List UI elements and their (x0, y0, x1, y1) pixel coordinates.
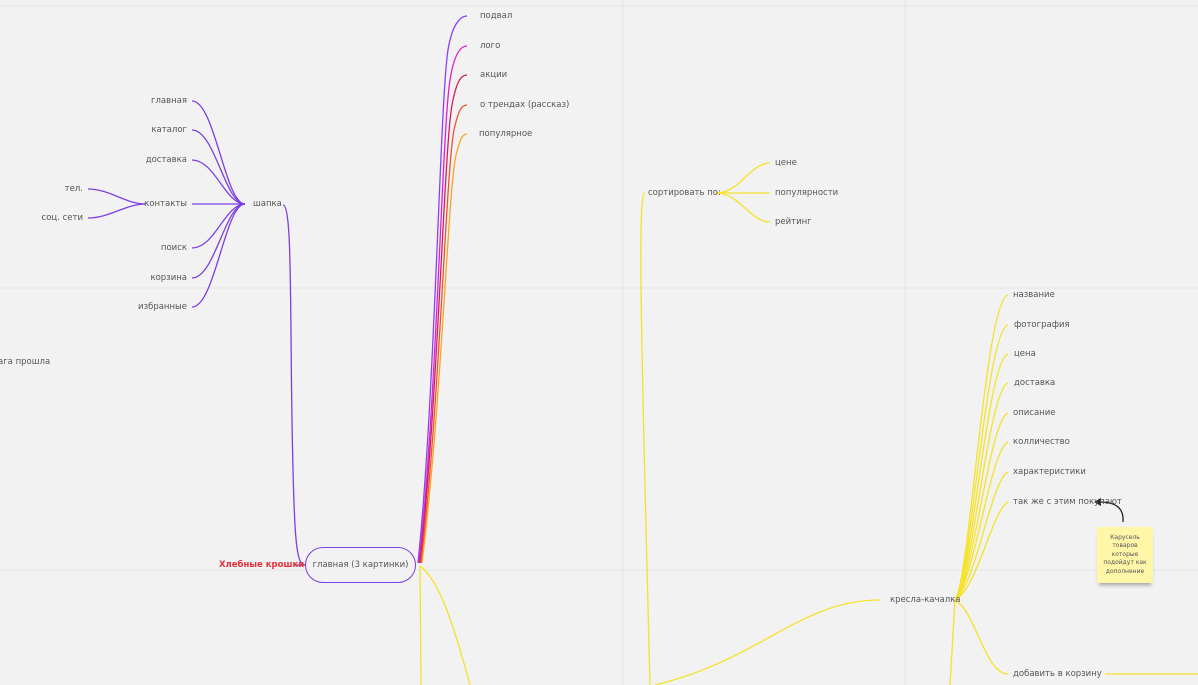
node-product-field[interactable]: так же с этим покупают (1013, 497, 1123, 507)
root-node[interactable]: главная (3 картинки) (305, 547, 416, 583)
node-top-branch[interactable]: подвал (480, 11, 513, 21)
node-sort-option[interactable]: популярности (775, 188, 839, 198)
top-branch-connectors (417, 15, 468, 564)
arrow-connector (1099, 501, 1124, 523)
node-sort-option[interactable]: рейтинг (775, 217, 812, 227)
node-top-branch[interactable]: популярное (479, 129, 533, 139)
root-node-label: главная (3 картинки) (312, 560, 409, 570)
node-contact[interactable]: тел. (64, 184, 83, 194)
node-header-item[interactable]: поиск (160, 243, 187, 253)
node-product-field[interactable]: фотография (1014, 320, 1070, 330)
node-header-item[interactable]: каталог (151, 125, 187, 135)
node-product-field[interactable]: колличество (1013, 437, 1070, 447)
node-top-branch[interactable]: о трендах (рассказ) (480, 100, 570, 110)
sticky-note[interactable]: Карусель товаров которые подойдут как до… (1097, 527, 1153, 583)
node-header-item[interactable]: корзина (150, 273, 187, 283)
breadcrumb-label[interactable]: Хлебные крошки (219, 560, 305, 570)
node-header[interactable]: шапка (253, 199, 282, 209)
sticky-note-text: Карусель товаров которые подойдут как до… (1103, 533, 1147, 575)
node-header-item[interactable]: доставка (145, 155, 187, 165)
node-top-branch[interactable]: акции (480, 70, 508, 80)
node-product-field[interactable]: характеристики (1013, 467, 1086, 477)
node-sort-option[interactable]: цене (775, 158, 797, 168)
node-header-item[interactable]: избранные (138, 302, 187, 312)
node-product-field[interactable]: название (1013, 290, 1055, 300)
cut-off-text: ага прошла (0, 357, 51, 367)
node-product-field[interactable]: описание (1013, 408, 1056, 418)
yellow-connectors (419, 162, 1198, 685)
node-product[interactable]: кресла-качалка (890, 595, 961, 605)
node-sort[interactable]: сортировать по: (648, 188, 721, 198)
node-product-field[interactable]: цена (1014, 349, 1036, 359)
node-header-item[interactable]: главная (151, 96, 187, 106)
node-top-branch[interactable]: лого (480, 41, 501, 51)
arrowhead-icon (1094, 498, 1101, 506)
node-header-item[interactable]: контакты (144, 199, 187, 209)
header-connectors (87, 100, 306, 566)
node-contact[interactable]: соц. сети (41, 213, 83, 223)
node-add-to-cart[interactable]: добавить в корзину (1013, 669, 1102, 679)
node-product-field[interactable]: доставка (1014, 378, 1056, 388)
